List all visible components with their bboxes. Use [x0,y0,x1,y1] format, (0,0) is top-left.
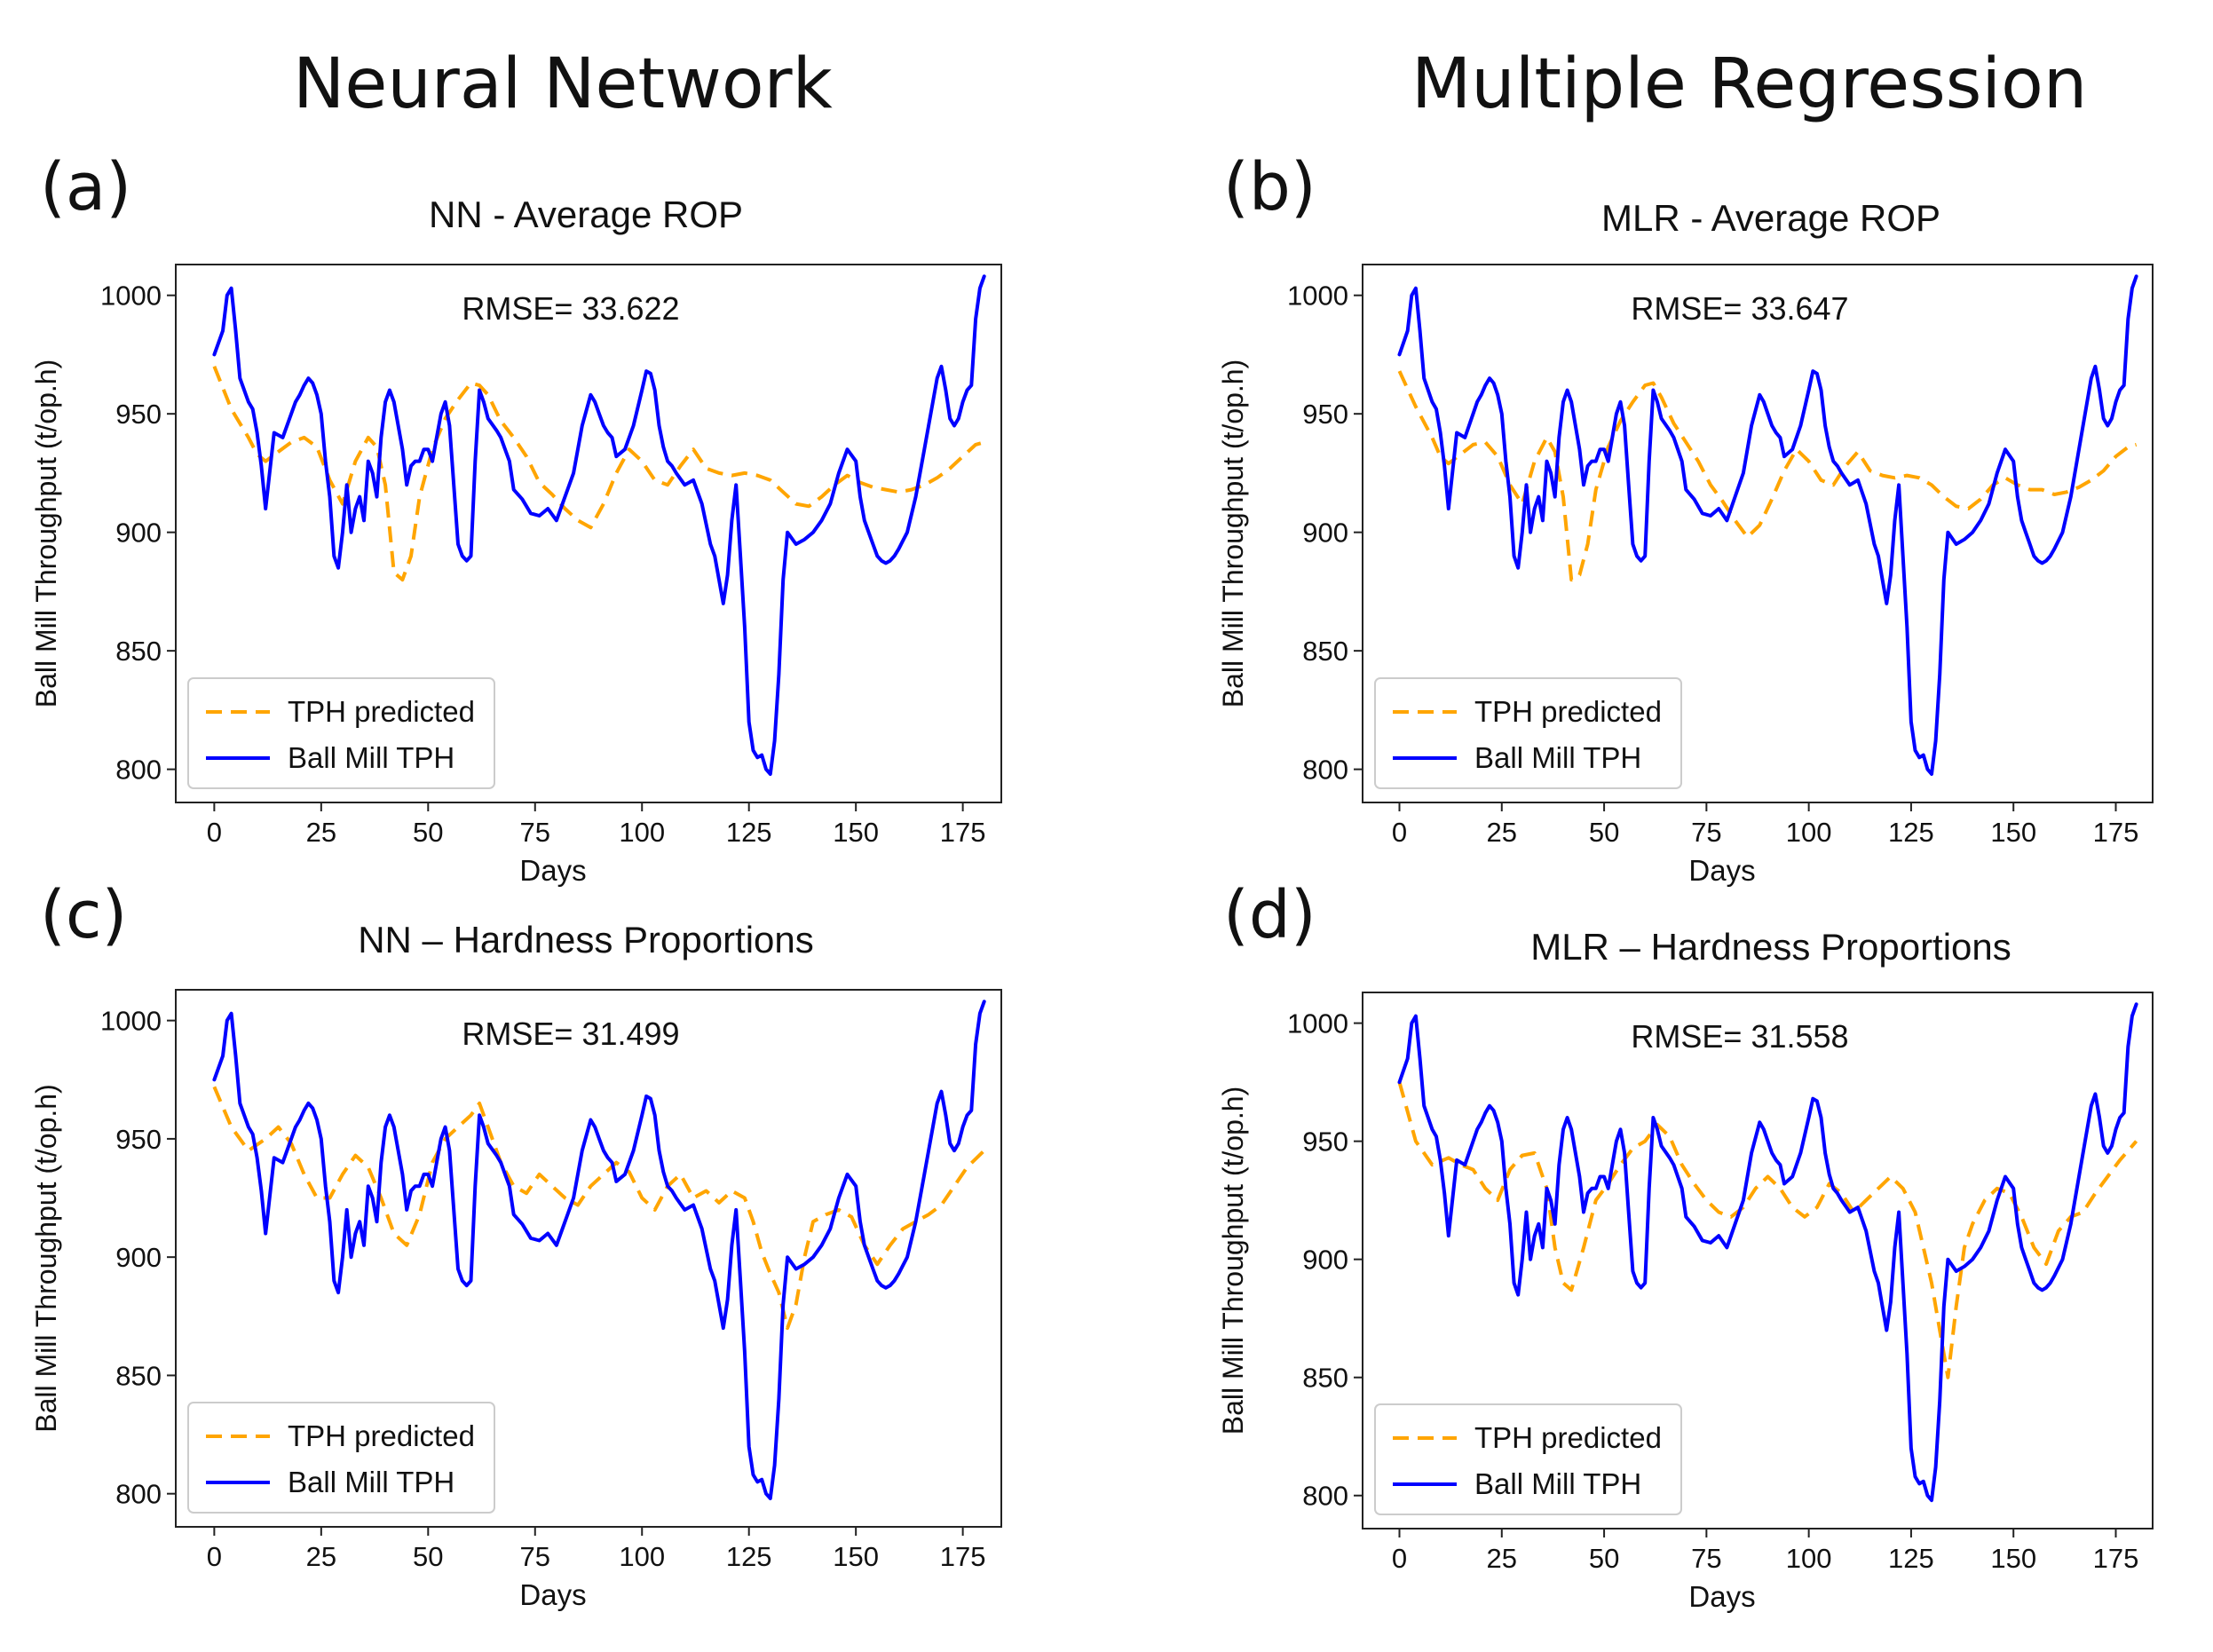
y-tick-label: 800 [1302,1481,1348,1512]
y-tick-label: 900 [1302,518,1348,549]
y-tick-label: 950 [115,399,162,430]
y-tick-label: 800 [115,755,162,786]
x-tick-label: 125 [726,1541,772,1572]
x-tick-label: 125 [1888,817,1934,848]
x-tick-label: 100 [619,817,665,848]
y-tick-label: 950 [1302,399,1348,430]
chart-a: 0 25 50 75 100 125 150 175 800 850 900 950 1000 Days B… [30,265,1001,887]
y-tick-label: 950 [115,1124,162,1155]
x-tick-label: 0 [207,817,222,848]
x-tick-label: 50 [413,817,443,848]
x-tick-label: 100 [1786,1543,1832,1574]
chart-b: 0 25 50 75 100 125 150 175 800 850 900 950 1000 Days B… [1217,265,2153,887]
x-tick-label: 175 [940,1541,986,1572]
legend-label: Ball Mill TPH [288,741,454,774]
y-axis-label: Ball Mill Throughput (t/op.h) [1217,360,1249,707]
x-tick-label: 100 [1786,817,1832,848]
y-tick-label: 850 [115,636,162,667]
x-tick-label: 25 [1487,817,1517,848]
x-axis-label: Days [1688,854,1755,887]
chart-d: 0 25 50 75 100 125 150 175 800 850 900 950 1000 Days B… [1217,992,2153,1613]
y-tick-label: 1000 [100,281,162,312]
x-tick-label: 0 [207,1541,222,1572]
y-axis-label: Ball Mill Throughput (t/op.h) [1217,1087,1249,1435]
x-tick-label: 75 [1691,1543,1721,1574]
x-tick-label: 100 [619,1541,665,1572]
y-tick-label: 850 [1302,636,1348,667]
y-tick-label: 1000 [1287,1008,1348,1039]
y-axis-label: Ball Mill Throughput (t/op.h) [30,1084,62,1432]
x-tick-label: 0 [1392,1543,1407,1574]
charts-canvas: 0 25 50 75 100 125 150 1758008509009501000DaysB… [0,0,2213,1652]
y-tick-label: 900 [115,518,162,549]
legend-label: Ball Mill TPH [1474,741,1641,774]
y-tick-label: 900 [1302,1245,1348,1276]
y-axis-label: Ball Mill Throughput (t/op.h) [30,360,62,707]
x-tick-label: 125 [726,817,772,848]
x-tick-label: 50 [413,1541,443,1572]
y-tick-label: 850 [1302,1363,1348,1394]
x-tick-label: 75 [1691,817,1721,848]
series-line-predicted-b [1400,371,2137,580]
x-tick-label: 150 [1990,1543,2036,1574]
y-tick-label: 1000 [100,1006,162,1037]
x-tick-label: 150 [833,1541,879,1572]
x-tick-label: 175 [2093,1543,2139,1574]
rmse-annotation: RMSE= 33.647 [1631,290,1848,327]
x-tick-label: 75 [520,1541,550,1572]
rmse-annotation: RMSE= 33.622 [462,290,679,327]
x-axis-label: Days [519,1578,586,1611]
legend-label: Ball Mill TPH [1474,1467,1641,1500]
x-axis-label: Days [1688,1580,1755,1613]
y-tick-label: 900 [115,1242,162,1273]
y-tick-label: 800 [1302,755,1348,786]
x-tick-label: 175 [940,817,986,848]
x-tick-label: 50 [1589,817,1619,848]
x-tick-label: 150 [833,817,879,848]
x-tick-label: 25 [306,817,336,848]
rmse-annotation: RMSE= 31.558 [1631,1018,1848,1055]
legend-label: TPH predicted [288,1419,475,1452]
legend-label: Ball Mill TPH [288,1466,454,1498]
y-tick-label: 850 [115,1360,162,1391]
legend-label: TPH predicted [288,695,475,728]
y-tick-label: 950 [1302,1126,1348,1158]
y-tick-label: 800 [115,1479,162,1510]
y-tick-label: 1000 [1287,281,1348,312]
x-axis-label: Days [519,854,586,887]
x-tick-label: 50 [1589,1543,1619,1574]
rmse-annotation: RMSE= 31.499 [462,1016,679,1052]
x-tick-label: 150 [1990,817,2036,848]
series-line-predicted-a [214,367,984,580]
x-tick-label: 0 [1392,817,1407,848]
legend-label: TPH predicted [1474,1421,1662,1454]
x-tick-label: 75 [520,817,550,848]
legend-label: TPH predicted [1474,695,1662,728]
x-tick-label: 25 [306,1541,336,1572]
chart-c: 0 25 50 75 100 125 150 175 800 850 900 950 1000 Days B… [30,990,1001,1611]
x-tick-label: 25 [1487,1543,1517,1574]
x-tick-label: 125 [1888,1543,1934,1574]
x-tick-label: 175 [2093,817,2139,848]
